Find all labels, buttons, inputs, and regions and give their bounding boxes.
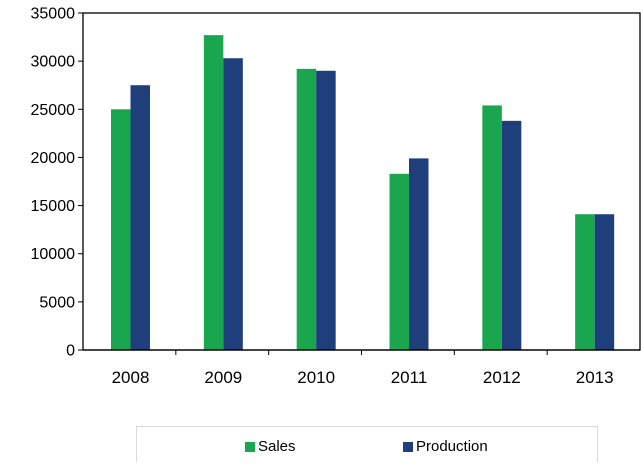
x-tick-label: 2012 (483, 368, 521, 387)
y-tick-label: 35000 (31, 6, 76, 23)
bar-sales-2008 (111, 109, 131, 350)
y-tick-label: 10000 (31, 246, 76, 263)
axes (78, 12, 641, 355)
legend-item-sales: Sales (245, 438, 296, 455)
bar-production-2009 (223, 58, 243, 350)
bar-production-2012 (501, 120, 522, 350)
legend-swatch-sales (245, 441, 255, 452)
bar-sales-2010 (296, 68, 317, 350)
x-tick-label: 2009 (204, 368, 242, 387)
bar-sales-2011 (389, 173, 409, 350)
y-tick-label: 5000 (39, 294, 75, 311)
plot-frame (82, 12, 641, 351)
legend-item-production: Production (403, 438, 488, 455)
legend: Sales Production (136, 426, 598, 462)
bar-production-2008 (130, 85, 150, 351)
x-tick-label: 2010 (297, 368, 335, 387)
x-tick-label: 2013 (576, 368, 614, 387)
y-tick-label: 25000 (31, 102, 76, 119)
y-tick-label: 15000 (31, 198, 76, 215)
y-tick-label: 30000 (31, 54, 76, 71)
legend-swatch-production (403, 441, 413, 452)
bar-production-2013 (594, 214, 615, 350)
plot-area (111, 35, 615, 351)
y-tick-label: 20000 (31, 150, 76, 167)
legend-label-production: Production (416, 438, 488, 455)
x-tick-label: 2008 (112, 368, 150, 387)
bar-sales-2012 (482, 105, 502, 351)
tick-labels: 0 5000 10000 15000 20000 25000 30000 35000 2008 2… (31, 6, 614, 388)
legend-label-sales: Sales (258, 438, 296, 455)
x-tick-label: 2011 (391, 368, 428, 387)
bar-sales-2009 (203, 35, 224, 351)
bar-sales-2013 (575, 214, 595, 350)
bar-production-2010 (316, 70, 336, 351)
y-tick-label: 0 (66, 343, 75, 360)
bar-production-2011 (409, 158, 429, 350)
